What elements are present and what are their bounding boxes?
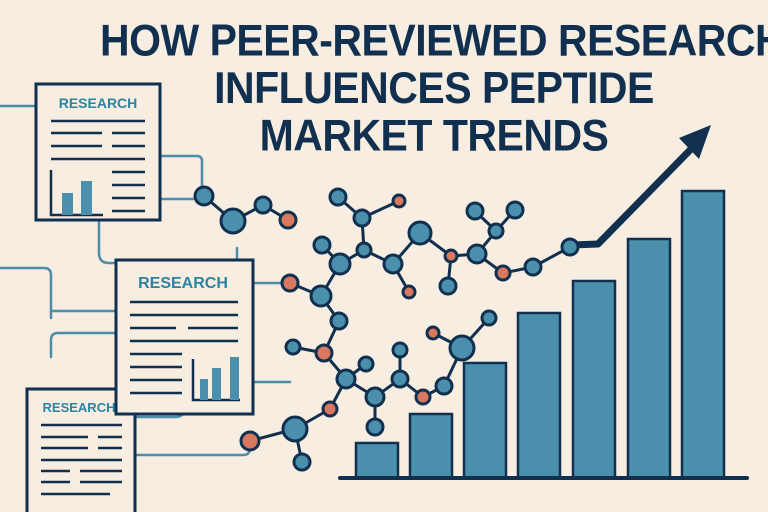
title-line-3: MARKET TRENDS [259, 110, 609, 161]
document-label: RESEARCH [43, 400, 116, 415]
bar-5 [571, 279, 617, 480]
molecule-atoms-orange [239, 193, 512, 452]
bar-6 [626, 237, 672, 480]
molecule-bonds [202, 194, 572, 464]
bar-2 [408, 412, 454, 480]
title-line-2: INFLUENCES PEPTIDE [214, 63, 654, 113]
bar-7 [680, 189, 726, 480]
research-document-top: RESEARCH [34, 82, 162, 222]
research-document-middle: RESEARCH [114, 258, 255, 416]
title-line-1: HOW PEER-REVIEWED RESEARCH [100, 15, 768, 66]
trend-arrow-icon [571, 125, 711, 249]
bar-1 [354, 441, 400, 480]
bar-4 [516, 311, 562, 480]
page-title: HOW PEER-REVIEWED RESEARCH INFLUENCES PE… [100, 17, 768, 160]
document-label: RESEARCH [59, 95, 138, 111]
document-label: RESEARCH [138, 275, 228, 292]
molecule-atoms-teal [193, 185, 580, 472]
research-document-bottom: RESEARCH [25, 387, 137, 512]
bar-3 [462, 361, 508, 480]
